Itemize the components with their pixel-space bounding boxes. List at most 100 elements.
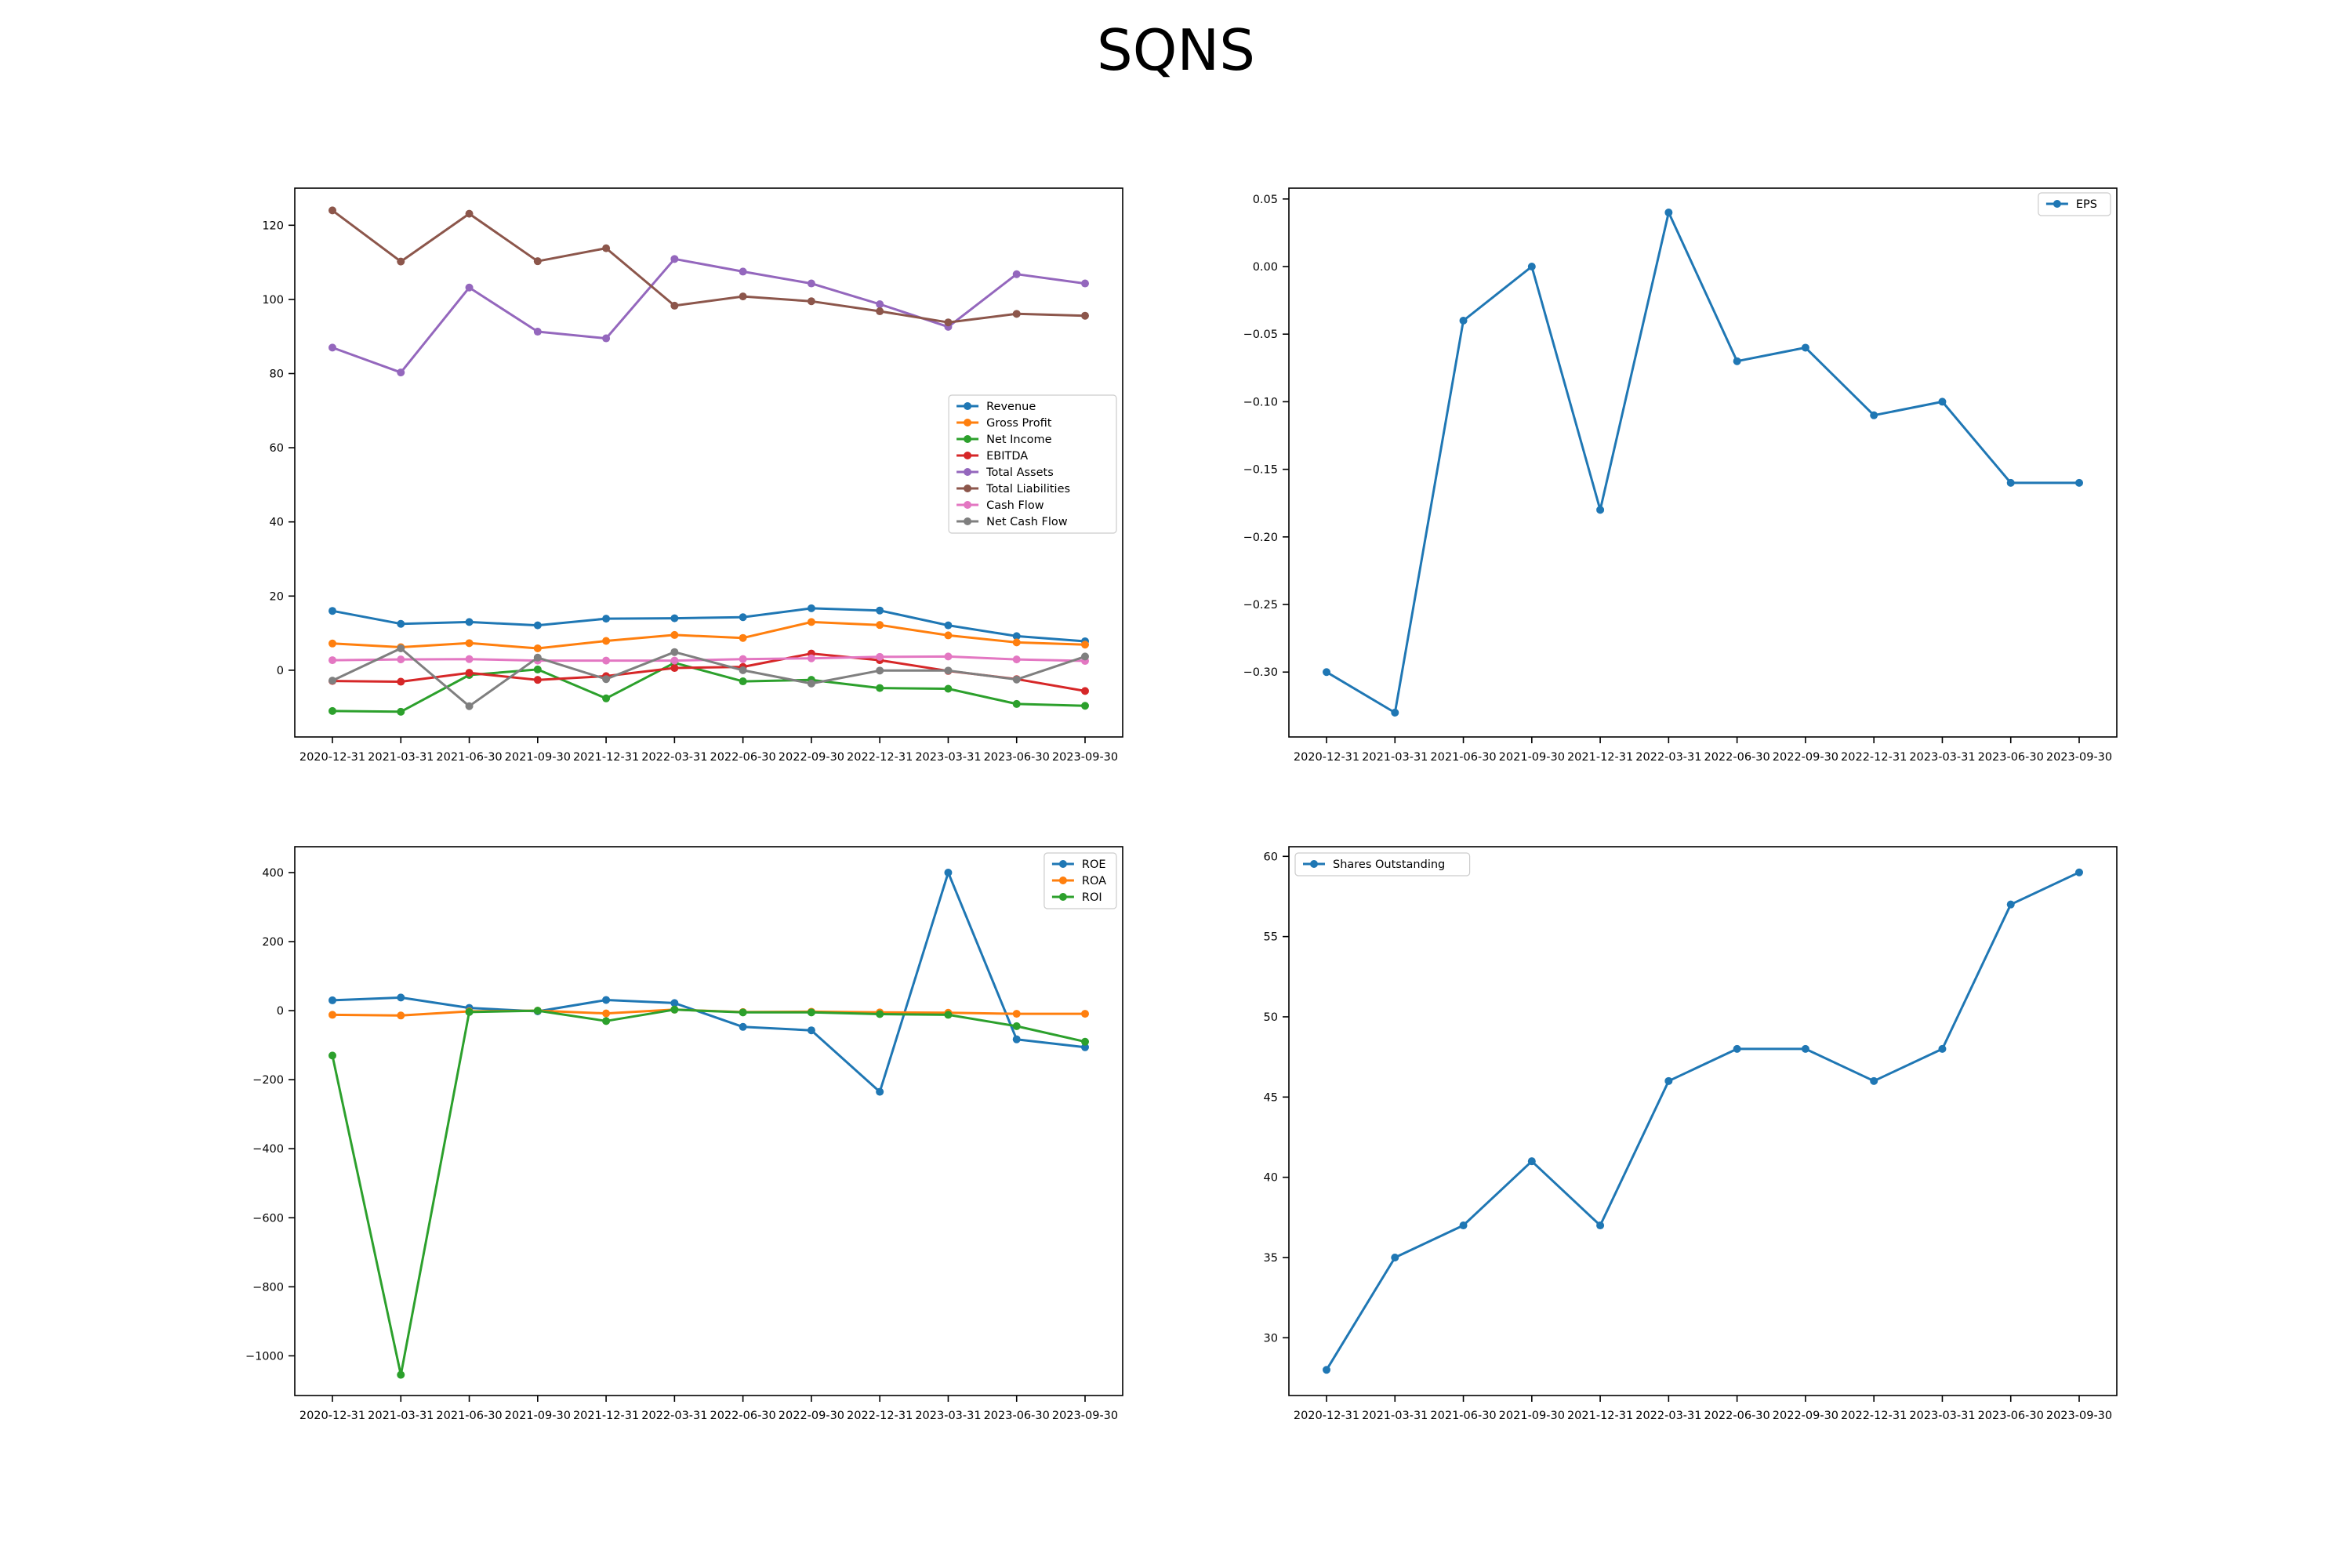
data-point xyxy=(1012,655,1021,664)
data-point xyxy=(739,1008,747,1017)
data-point xyxy=(1391,708,1399,717)
data-point xyxy=(328,1011,336,1019)
series-cash-flow xyxy=(328,652,1089,666)
data-point xyxy=(739,613,747,622)
data-point xyxy=(1081,1010,1089,1018)
legend: EPS xyxy=(2038,192,2111,216)
data-point xyxy=(1012,1010,1021,1018)
data-point xyxy=(1012,1022,1021,1030)
plot-frame xyxy=(1288,187,2118,738)
x-tick-label: 2021-09-30 xyxy=(505,751,571,764)
data-point xyxy=(465,283,474,292)
data-point xyxy=(876,1010,884,1018)
data-point xyxy=(670,301,679,310)
y-tick-label: 55 xyxy=(1264,931,1278,944)
data-point xyxy=(1596,506,1605,514)
chart-shares: 2020-12-31 2021-03-31 2021-06-30 2021-09-30… xyxy=(1264,846,2118,1422)
data-point xyxy=(2075,868,2083,877)
y-tick-label: 0 xyxy=(277,665,284,677)
x-tick-label: 2022-09-30 xyxy=(1773,1410,1838,1422)
series-line xyxy=(1326,211,2079,714)
series-line xyxy=(332,661,1086,713)
y-tick-label: 200 xyxy=(262,936,284,949)
data-point xyxy=(533,644,542,652)
legend: Revenue Gross Profit Net Income EBITDA Total… xyxy=(948,394,1117,534)
plot-frame xyxy=(294,187,1123,738)
y-tick-label: 50 xyxy=(1264,1011,1278,1024)
data-point xyxy=(602,694,611,702)
legend: Shares Outstanding xyxy=(1294,852,1471,877)
series-roe xyxy=(328,869,1089,1096)
series-line xyxy=(332,607,1086,643)
legend-label: Revenue xyxy=(986,401,1036,413)
series-line xyxy=(332,655,1086,662)
data-point xyxy=(1081,1043,1089,1051)
data-point xyxy=(1870,411,1878,419)
data-point xyxy=(328,206,336,215)
x-tick-label: 2023-06-30 xyxy=(1978,1410,2044,1422)
data-point xyxy=(1527,263,1536,270)
x-tick-label: 2022-09-30 xyxy=(779,751,844,764)
x-tick-label: 2022-12-31 xyxy=(1841,1410,1907,1422)
data-point xyxy=(397,1011,405,1020)
y-tick-label: 400 xyxy=(262,867,284,880)
data-point xyxy=(397,368,405,377)
data-point xyxy=(1459,1221,1468,1230)
y-tick-label: 80 xyxy=(270,368,284,380)
legend-label: ROA xyxy=(1082,875,1106,887)
data-point xyxy=(876,606,884,615)
y-tick-label: 30 xyxy=(1264,1332,1278,1345)
series-shares-outstanding xyxy=(1323,868,2083,1374)
data-point xyxy=(1527,1157,1536,1166)
y-tick-label: 60 xyxy=(1264,851,1278,863)
data-point xyxy=(739,677,747,686)
data-point xyxy=(533,257,542,266)
data-point xyxy=(739,267,747,276)
legend-marker xyxy=(964,402,972,410)
y-tick-label: −1000 xyxy=(245,1350,284,1363)
data-point xyxy=(670,630,679,639)
chart-financials: 2020-12-31 2021-03-31 2021-06-30 2021-09-30… xyxy=(262,187,1123,764)
legend-marker xyxy=(1058,860,1067,868)
data-point xyxy=(876,307,884,316)
x-tick-label: 2022-03-31 xyxy=(641,1410,707,1422)
data-point xyxy=(1081,652,1089,661)
series-total-assets xyxy=(328,255,1089,377)
series-gross-profit xyxy=(328,618,1089,652)
data-point xyxy=(397,655,405,664)
data-point xyxy=(1938,1044,1947,1053)
data-point xyxy=(328,996,336,1004)
data-point xyxy=(944,621,953,630)
data-point xyxy=(328,343,336,352)
y-tick-label: −400 xyxy=(252,1143,284,1156)
data-point xyxy=(2006,900,2015,909)
x-tick-label: 2021-06-30 xyxy=(436,1410,502,1422)
x-tick-label: 2023-06-30 xyxy=(1978,751,2044,764)
data-point xyxy=(1870,1076,1878,1085)
data-point xyxy=(465,209,474,218)
data-point xyxy=(2006,478,2015,487)
page-title: SQNS xyxy=(1097,17,1255,83)
data-point xyxy=(1012,699,1021,708)
x-tick-label: 2021-12-31 xyxy=(573,1410,639,1422)
data-point xyxy=(328,677,336,685)
data-point xyxy=(944,318,953,327)
legend-marker xyxy=(964,419,972,426)
x-tick-label: 2022-03-31 xyxy=(1635,1410,1701,1422)
series-line xyxy=(332,209,1086,324)
data-point xyxy=(876,1087,884,1096)
y-tick-label: 0.00 xyxy=(1253,261,1278,274)
legend-marker xyxy=(964,501,972,509)
data-point xyxy=(465,702,474,710)
data-point xyxy=(465,669,474,677)
legend-label: Gross Profit xyxy=(986,417,1052,430)
data-point xyxy=(807,1008,815,1017)
data-point xyxy=(1081,641,1089,649)
x-tick-label: 2020-12-31 xyxy=(1294,751,1359,764)
series-total-liabilities xyxy=(328,206,1089,327)
data-point xyxy=(1801,1044,1809,1053)
data-point xyxy=(1323,668,1330,677)
data-point xyxy=(1664,1076,1673,1085)
data-point xyxy=(1938,397,1947,406)
